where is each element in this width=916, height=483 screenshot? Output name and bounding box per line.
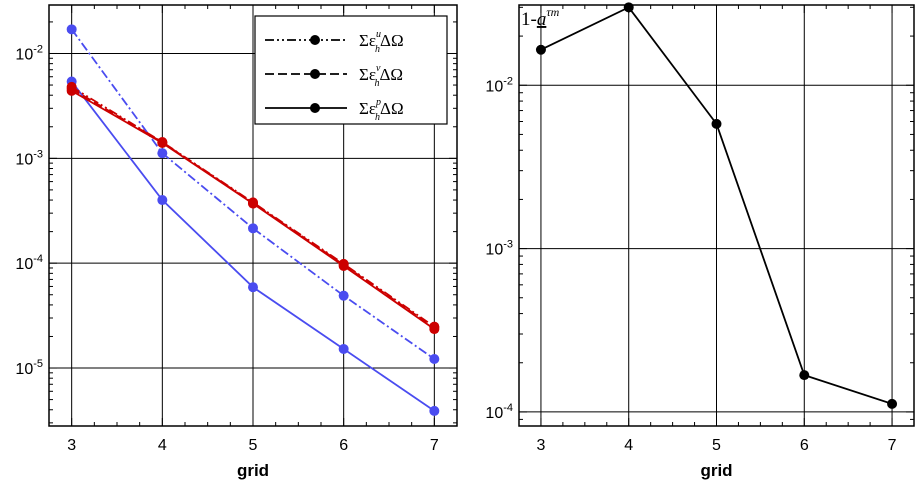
y-tick-exponent: -5 xyxy=(33,358,43,370)
legend-tail: ΔΩ xyxy=(380,99,404,118)
y-tick-exponent: -3 xyxy=(33,148,43,160)
y-tick-label: 10-5 xyxy=(15,358,43,378)
y-label-superscript: τm xyxy=(546,5,559,19)
legend-box xyxy=(254,15,448,125)
data-point xyxy=(338,343,349,354)
x-tick-label: 6 xyxy=(800,437,809,454)
y-tick-label: 10-4 xyxy=(15,253,43,273)
legend-label: Σεu hΔΩ xyxy=(359,29,404,55)
x-tick-label: 3 xyxy=(67,437,76,454)
legend-label: Σεv hΔΩ xyxy=(359,63,403,89)
y-tick-label: 10-2 xyxy=(485,75,513,95)
x-tick-label: 4 xyxy=(158,437,167,454)
legend-superscript: v xyxy=(376,63,381,74)
y-tick-exponent: -2 xyxy=(33,43,43,55)
legend-symbol: Σε xyxy=(359,31,376,50)
data-point xyxy=(887,398,898,409)
data-point xyxy=(711,118,722,129)
data-point xyxy=(429,353,440,364)
data-point xyxy=(429,405,440,416)
legend-tail: ΔΩ xyxy=(380,31,404,50)
data-point xyxy=(248,198,258,209)
legend-symbol: Σε xyxy=(359,99,376,118)
x-tick-label: 6 xyxy=(339,437,348,454)
y-tick-label: 10-2 xyxy=(15,43,43,63)
data-point xyxy=(535,44,546,55)
y-tick-label: 10-3 xyxy=(15,148,43,168)
data-point xyxy=(248,282,258,293)
y-tick-exponent: -3 xyxy=(503,239,513,251)
data-point xyxy=(799,370,810,381)
y-tick-base: 10 xyxy=(15,256,33,273)
x-tick-label: 4 xyxy=(624,437,633,454)
data-point xyxy=(338,261,349,272)
x-tick-label: 5 xyxy=(712,437,721,454)
legend-subscript: h xyxy=(375,78,380,89)
y-tick-exponent: -2 xyxy=(503,75,513,87)
x-axis-label: grid xyxy=(700,461,732,480)
y-tick-base: 10 xyxy=(15,46,33,63)
data-point xyxy=(66,85,77,96)
y-tick-base: 10 xyxy=(485,405,503,422)
plot-frame xyxy=(518,4,915,427)
x-tick-label: 5 xyxy=(249,437,258,454)
x-axis-label: grid xyxy=(237,461,269,480)
legend-label: Σεp hΔΩ xyxy=(359,97,404,123)
data-point xyxy=(338,290,349,301)
x-tick-label: 7 xyxy=(430,437,439,454)
data-point xyxy=(157,138,168,149)
legend-subscript: h xyxy=(375,112,380,123)
legend-marker xyxy=(310,103,320,113)
y-tick-exponent: -4 xyxy=(503,402,513,414)
y-tick-base: 10 xyxy=(485,78,503,95)
y-tick-base: 10 xyxy=(485,242,503,259)
x-tick-label: 7 xyxy=(888,437,897,454)
y-label-symbol: a xyxy=(537,9,547,30)
data-point xyxy=(157,148,168,159)
legend-marker xyxy=(310,35,320,45)
data-point xyxy=(66,24,77,35)
legend-subscript: h xyxy=(375,44,380,55)
plot-frame xyxy=(48,4,458,427)
legend-symbol: Σε xyxy=(359,65,376,84)
y-tick-exponent: -4 xyxy=(33,253,43,265)
data-point xyxy=(429,324,440,335)
data-point xyxy=(157,195,168,206)
legend-marker xyxy=(310,69,320,79)
x-tick-label: 3 xyxy=(536,437,545,454)
y-tick-label: 10-3 xyxy=(485,239,513,259)
y-tick-label: 10-4 xyxy=(485,402,513,422)
y-label-base: 1- xyxy=(521,9,537,30)
series-line xyxy=(70,28,435,360)
y-axis-label: 1-aτm xyxy=(521,5,560,30)
legend-superscript: u xyxy=(376,29,381,40)
y-tick-base: 10 xyxy=(15,361,33,378)
data-point xyxy=(623,2,634,13)
legend-superscript: p xyxy=(375,97,381,108)
y-tick-base: 10 xyxy=(15,151,33,168)
legend-tail: ΔΩ xyxy=(380,65,404,84)
data-point xyxy=(248,223,258,234)
